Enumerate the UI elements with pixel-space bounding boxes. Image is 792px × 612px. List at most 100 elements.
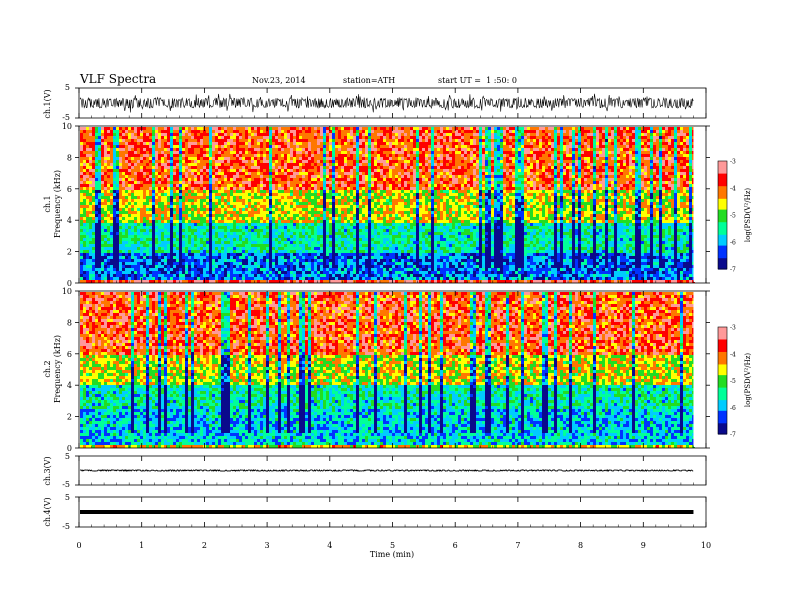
spectrogram-cell xyxy=(128,148,131,151)
spectrogram-cell xyxy=(149,184,152,187)
spectrogram-cell xyxy=(194,223,197,226)
spectrogram-cell xyxy=(224,196,227,199)
spectrogram-cell xyxy=(359,196,362,199)
spectrogram-cell xyxy=(338,247,341,250)
spectrogram-cell xyxy=(278,160,281,163)
spectrogram-cell xyxy=(359,253,362,256)
spectrogram-cell xyxy=(332,259,335,262)
spectrogram-cell xyxy=(170,274,173,277)
spectrogram-cell xyxy=(107,160,110,163)
spectrogram-cell xyxy=(158,199,161,202)
spectrogram-cell xyxy=(206,262,209,265)
spectrogram-cell xyxy=(263,211,266,214)
spectrogram-cell xyxy=(221,226,224,229)
spectrogram-cell xyxy=(347,130,350,133)
spectrogram-cell xyxy=(92,160,95,163)
spectrogram-cell xyxy=(302,262,305,265)
spectrogram-cell xyxy=(92,178,95,181)
spectrogram-cell xyxy=(317,217,320,220)
spectrogram-cell xyxy=(131,181,134,184)
spectrogram-cell xyxy=(212,193,215,196)
spectrogram-cell xyxy=(98,139,101,142)
spectrogram-cell xyxy=(176,187,179,190)
spectrogram-cell xyxy=(290,193,293,196)
spectrogram-cell xyxy=(107,178,110,181)
spectrogram-cell xyxy=(119,127,122,130)
spectrogram-cell xyxy=(263,214,266,217)
spectrogram-cell xyxy=(191,241,194,244)
spectrogram-cell xyxy=(146,241,149,244)
spectrogram-cell xyxy=(335,214,338,217)
spectrogram-cell xyxy=(263,217,266,220)
spectrogram-cell xyxy=(215,214,218,217)
spectrogram-cell xyxy=(140,175,143,178)
spectrogram-cell xyxy=(326,235,329,238)
spectrogram-cell xyxy=(203,274,206,277)
spectrogram-cell xyxy=(344,247,347,250)
spectrogram-cell xyxy=(305,184,308,187)
spectrogram-cell xyxy=(89,256,92,259)
spectrogram-cell xyxy=(176,157,179,160)
spectrogram-cell xyxy=(293,271,296,274)
spectrogram-cell xyxy=(299,136,302,139)
spectrogram-cell xyxy=(113,163,116,166)
spectrogram-cell xyxy=(302,268,305,271)
spectrogram-cell xyxy=(218,172,221,175)
spectrogram-cell xyxy=(341,226,344,229)
spectrogram-cell xyxy=(215,175,218,178)
spectrogram-cell xyxy=(227,181,230,184)
spectrogram-cell xyxy=(161,172,164,175)
spectrogram-cell xyxy=(233,151,236,154)
spectrogram-cell xyxy=(254,268,257,271)
spectrogram-cell xyxy=(152,166,155,169)
spectrogram-cell xyxy=(359,268,362,271)
spectrogram-cell xyxy=(134,262,137,265)
spectrogram-cell xyxy=(329,220,332,223)
spectrogram-cell xyxy=(284,142,287,145)
spectrogram-cell xyxy=(122,238,125,241)
spectrogram-cell xyxy=(176,274,179,277)
spectrogram-cell xyxy=(284,181,287,184)
spectrogram-cell xyxy=(263,190,266,193)
spectrogram-cell xyxy=(350,259,353,262)
spectrogram-cell xyxy=(83,265,86,268)
spectrogram-cell xyxy=(194,253,197,256)
spectrogram-cell xyxy=(299,214,302,217)
spectrogram-cell xyxy=(230,217,233,220)
spectrogram-cell xyxy=(212,241,215,244)
spectrogram-cell xyxy=(269,139,272,142)
spectrogram-cell xyxy=(197,211,200,214)
spectrogram-cell xyxy=(95,214,98,217)
spectrogram-cell xyxy=(125,223,128,226)
spectrogram-cell xyxy=(173,202,176,205)
spectrogram-cell xyxy=(287,151,290,154)
spectrogram-cell xyxy=(146,148,149,151)
spectrogram-cell xyxy=(311,253,314,256)
spectrogram-cell xyxy=(122,148,125,151)
spectrogram-cell xyxy=(134,217,137,220)
spectrogram-cell xyxy=(266,139,269,142)
spectrogram-cell xyxy=(263,133,266,136)
spectrogram-cell xyxy=(275,133,278,136)
spectrogram-cell xyxy=(302,274,305,277)
spectrogram-cell xyxy=(128,241,131,244)
spectrogram-cell xyxy=(185,166,188,169)
spectrogram-cell xyxy=(80,133,83,136)
spectrogram-cell xyxy=(221,169,224,172)
spectrogram-cell xyxy=(119,241,122,244)
spectrogram-cell xyxy=(101,145,104,148)
spectrogram-cell xyxy=(167,253,170,256)
spectrogram-cell xyxy=(275,271,278,274)
spectrogram-cell xyxy=(233,127,236,130)
spectrogram-cell xyxy=(320,130,323,133)
spectrogram-cell xyxy=(176,163,179,166)
spectrogram-cell xyxy=(182,259,185,262)
spectrogram-cell xyxy=(302,244,305,247)
spectrogram-cell xyxy=(308,217,311,220)
spectrogram-cell xyxy=(203,202,206,205)
spectrogram-cell xyxy=(329,271,332,274)
spectrogram-cell xyxy=(227,154,230,157)
spectrogram-cell xyxy=(296,148,299,151)
spectrogram-cell xyxy=(92,202,95,205)
spectrogram-cell xyxy=(86,274,89,277)
